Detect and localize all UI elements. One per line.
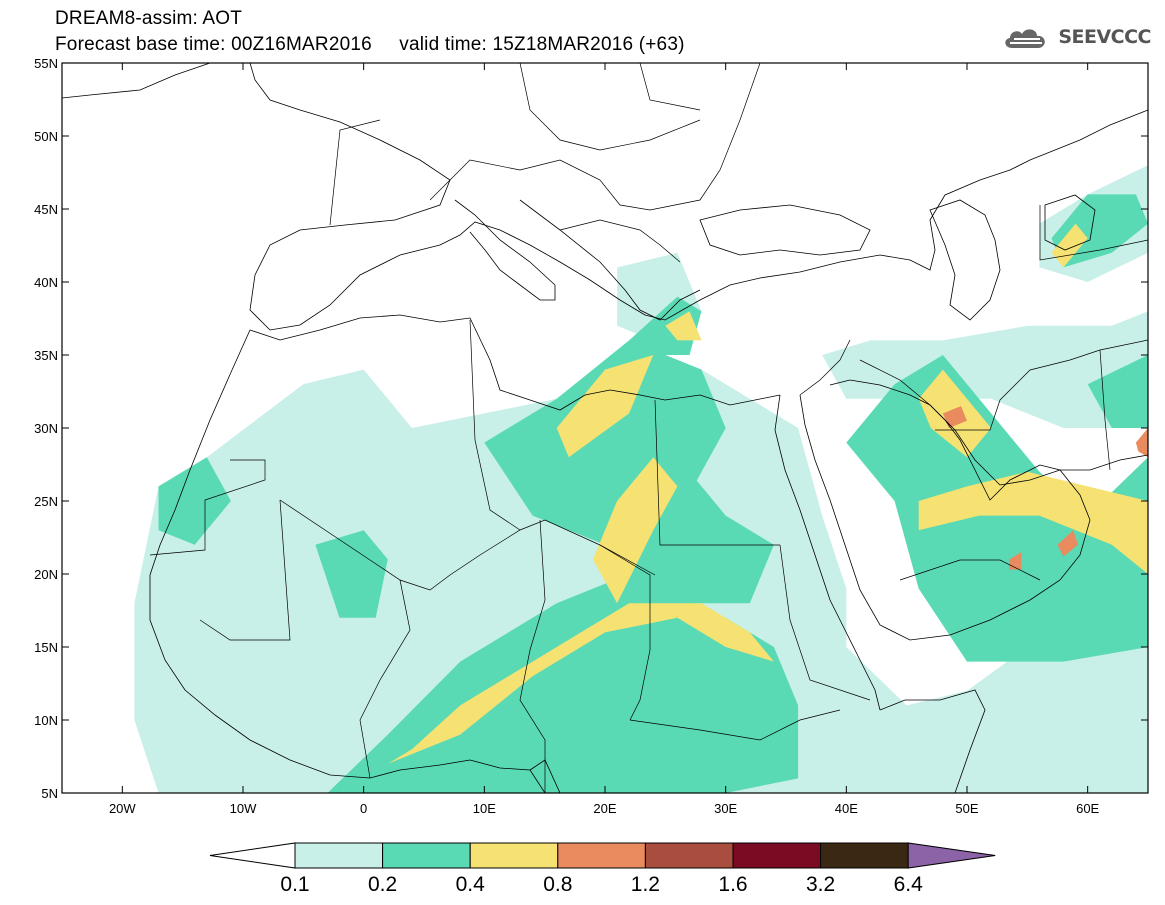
- aot-region-level-1: [158, 457, 231, 545]
- coastline-west-africa: [149, 329, 546, 793]
- colorbar-label: 1.2: [631, 873, 660, 896]
- lon-tick-label: 20E: [593, 801, 616, 816]
- coastline-italy: [454, 199, 556, 301]
- lon-tick-label: 10E: [473, 801, 496, 816]
- aot-region-level-3: [1057, 530, 1078, 557]
- lon-tick-label: 60E: [1076, 801, 1099, 816]
- aot-region-level-2: [556, 355, 654, 458]
- colorbar-label: 0.8: [543, 873, 572, 896]
- aot-contours: [134, 165, 1148, 793]
- lat-tick-label: 10N: [34, 713, 58, 728]
- aot-region-level-3: [1009, 552, 1022, 570]
- coastline-horn: [879, 689, 986, 793]
- colorbar-swatch: [469, 842, 559, 869]
- colorbar-arrow-low: [209, 842, 296, 869]
- colorbar-label: 6.4: [894, 873, 924, 896]
- country-borders: [149, 63, 1148, 793]
- colorbar-swatch: [732, 842, 822, 869]
- colorbar-legend: 0.1 0.2 0.4 0.8 1.2 1.6 3.2 6.4: [209, 842, 996, 896]
- lon-tick-label: 30E: [714, 801, 737, 816]
- colorbar-label: 3.2: [806, 873, 835, 896]
- colorbar-label: 0.4: [456, 873, 486, 896]
- colorbar-swatch: [294, 842, 384, 869]
- lat-tick-label: 20N: [34, 567, 58, 582]
- coastline-north-africa: [249, 314, 781, 411]
- aot-region-level-2: [918, 471, 1148, 574]
- logo-text: SEEVCCC: [1058, 26, 1151, 48]
- colorbar-swatch: [644, 842, 734, 869]
- coastline-balkans: [519, 199, 701, 321]
- lat-tick-label: 25N: [34, 494, 58, 509]
- coastline-black-sea: [699, 204, 871, 256]
- coastline-caspian: [929, 199, 1001, 321]
- aot-region-level-1: [315, 530, 388, 618]
- lon-tick-label: 0: [360, 801, 367, 816]
- aot-region-level-3: [942, 406, 967, 428]
- lat-tick-label: 15N: [34, 640, 58, 655]
- lon-tick-label: 50E: [955, 801, 978, 816]
- coastline-aral: [1044, 194, 1096, 251]
- aot-region-level-1: [1087, 355, 1148, 428]
- lat-tick-label: 30N: [34, 421, 58, 436]
- map-axes: 55N 50N 45N 40N 35N 30N 25N 20N 15N 10N 5N 20W 10W 0 1…: [34, 56, 1148, 816]
- coastline-red-sea: [774, 394, 881, 711]
- colorbar-swatch: [382, 842, 471, 869]
- colorbar-label: 1.6: [718, 873, 747, 896]
- lon-tick-label: 20W: [109, 801, 136, 816]
- aot-region-level-2: [387, 603, 774, 764]
- lat-tick-label: 55N: [34, 56, 58, 71]
- forecast-time-info: Forecast base time: 00Z16MAR2016 valid t…: [55, 34, 685, 55]
- lat-tick-label: 5N: [41, 786, 58, 801]
- colorbar-label: 0.2: [368, 873, 397, 896]
- coastline-persian-gulf: [929, 404, 1148, 486]
- colorbar-label: 0.1: [280, 873, 309, 896]
- map-title: DREAM8-assim: AOT: [55, 8, 243, 29]
- coastlines-borders: [62, 63, 1148, 793]
- lat-tick-label: 40N: [34, 275, 58, 290]
- aot-region-level-2: [665, 311, 702, 341]
- cloud-icon: [1005, 29, 1046, 48]
- logo: SEEVCCC: [1000, 22, 1151, 52]
- aot-region-level-2: [592, 457, 678, 604]
- colorbar-arrow-high: [907, 842, 996, 869]
- lat-tick-label: 35N: [34, 348, 58, 363]
- lon-tick-label: 40E: [835, 801, 858, 816]
- aot-region-level-3: [1135, 428, 1148, 458]
- colorbar-swatch: [557, 842, 646, 869]
- lon-tick-label: 10W: [230, 801, 257, 816]
- lat-tick-label: 45N: [34, 202, 58, 217]
- colorbar-swatch: [820, 842, 909, 869]
- lat-tick-label: 50N: [34, 129, 58, 144]
